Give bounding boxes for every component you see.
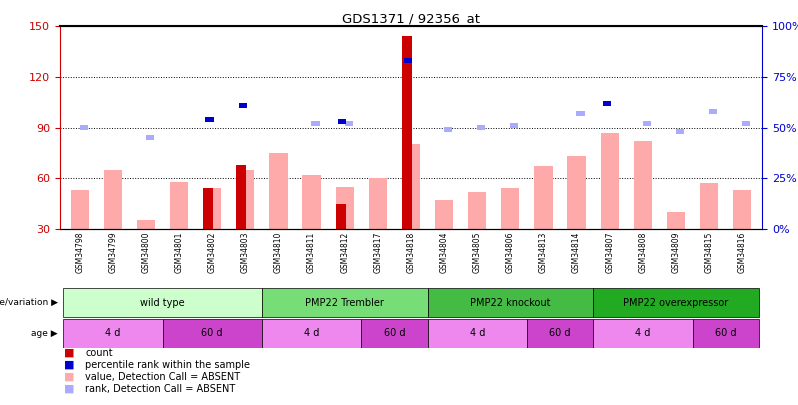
Text: GSM34814: GSM34814 (572, 232, 581, 273)
Text: ■: ■ (64, 384, 74, 394)
Text: wild type: wild type (140, 298, 185, 308)
Text: GSM34802: GSM34802 (207, 232, 217, 273)
Text: genotype/variation ▶: genotype/variation ▶ (0, 298, 58, 307)
Text: GSM34809: GSM34809 (671, 232, 681, 273)
Text: GSM34799: GSM34799 (109, 232, 117, 273)
Bar (163, 318, 262, 347)
Text: 4 d: 4 d (105, 328, 120, 338)
Bar (345, 121, 353, 126)
Bar (336, 203, 346, 229)
Bar (535, 166, 552, 229)
Bar (338, 119, 346, 124)
Text: count: count (85, 347, 113, 358)
Bar (742, 121, 750, 126)
Bar (428, 318, 527, 347)
Text: GSM34813: GSM34813 (539, 232, 548, 273)
Bar (63, 288, 262, 318)
Bar (676, 129, 684, 134)
Text: GSM34805: GSM34805 (472, 232, 482, 273)
Bar (137, 220, 155, 229)
Text: PMP22 Trembler: PMP22 Trembler (306, 298, 384, 308)
Bar (369, 178, 387, 229)
Text: GSM34811: GSM34811 (307, 232, 316, 273)
Bar (601, 133, 618, 229)
Text: rank, Detection Call = ABSENT: rank, Detection Call = ABSENT (85, 384, 235, 394)
Text: GSM34818: GSM34818 (406, 232, 416, 273)
Text: GSM34803: GSM34803 (241, 232, 250, 273)
Bar (203, 188, 213, 229)
Text: GSM34807: GSM34807 (605, 232, 614, 273)
Text: GSM34800: GSM34800 (141, 232, 151, 273)
Text: GSM34804: GSM34804 (440, 232, 448, 273)
Bar (311, 121, 320, 126)
Bar (667, 212, 685, 229)
Bar (203, 188, 221, 229)
Bar (527, 318, 593, 347)
Bar (402, 145, 420, 229)
Bar (435, 200, 453, 229)
Bar (239, 103, 247, 108)
Bar (693, 318, 759, 347)
Bar (336, 187, 354, 229)
Bar (593, 288, 759, 318)
Bar (404, 58, 413, 63)
Text: GSM34798: GSM34798 (75, 232, 85, 273)
Bar (733, 190, 752, 229)
Text: GSM34817: GSM34817 (373, 232, 382, 273)
Bar (576, 111, 585, 116)
Text: GSM34815: GSM34815 (705, 232, 713, 273)
Bar (262, 288, 428, 318)
Text: 60 d: 60 d (715, 328, 737, 338)
Text: 4 d: 4 d (635, 328, 650, 338)
Bar (709, 109, 717, 114)
Bar (477, 125, 485, 130)
Bar (603, 101, 611, 106)
Text: PMP22 overexpressor: PMP22 overexpressor (623, 298, 729, 308)
Text: 4 d: 4 d (304, 328, 319, 338)
Bar (642, 121, 651, 126)
Bar (634, 141, 652, 229)
Text: percentile rank within the sample: percentile rank within the sample (85, 360, 250, 370)
Bar (501, 188, 519, 229)
Bar (170, 181, 188, 229)
Bar (468, 192, 486, 229)
Bar (104, 170, 122, 229)
Text: GSM34816: GSM34816 (737, 232, 747, 273)
Bar (80, 125, 88, 130)
Text: GSM34810: GSM34810 (274, 232, 283, 273)
Bar (205, 117, 214, 122)
Bar (302, 175, 321, 229)
Text: value, Detection Call = ABSENT: value, Detection Call = ABSENT (85, 372, 240, 382)
Bar (510, 123, 519, 128)
Text: 60 d: 60 d (201, 328, 223, 338)
Bar (262, 318, 361, 347)
Bar (70, 190, 89, 229)
Bar (428, 288, 593, 318)
Bar (146, 135, 154, 140)
Bar (700, 183, 718, 229)
Bar (236, 170, 255, 229)
Bar (63, 318, 163, 347)
Text: ■: ■ (64, 372, 74, 382)
Bar (593, 318, 693, 347)
Title: GDS1371 / 92356_at: GDS1371 / 92356_at (342, 12, 480, 25)
Text: GSM34801: GSM34801 (175, 232, 184, 273)
Text: 60 d: 60 d (384, 328, 405, 338)
Text: ■: ■ (64, 347, 74, 358)
Bar (270, 153, 287, 229)
Text: ■: ■ (64, 360, 74, 370)
Text: 60 d: 60 d (549, 328, 571, 338)
Bar (236, 165, 247, 229)
Bar (361, 318, 428, 347)
Text: GSM34812: GSM34812 (340, 232, 350, 273)
Bar (444, 127, 452, 132)
Text: age ▶: age ▶ (31, 328, 58, 338)
Text: GSM34806: GSM34806 (506, 232, 515, 273)
Text: 4 d: 4 d (469, 328, 485, 338)
Bar (567, 156, 586, 229)
Text: PMP22 knockout: PMP22 knockout (470, 298, 551, 308)
Text: GSM34808: GSM34808 (638, 232, 647, 273)
Bar (402, 36, 412, 229)
